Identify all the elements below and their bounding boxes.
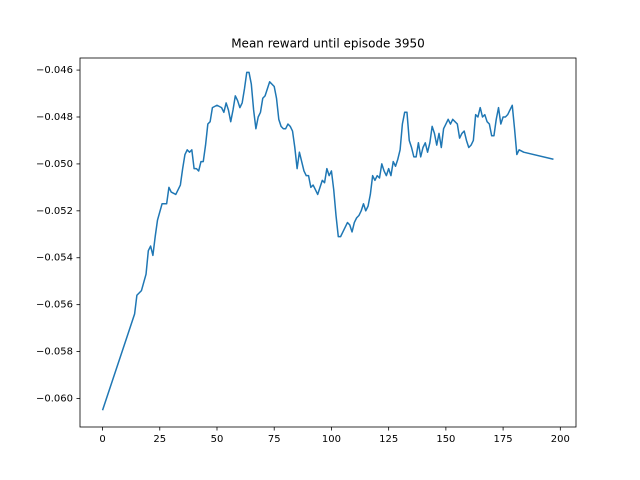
chart-title: Mean reward until episode 3950: [231, 37, 425, 51]
x-tick-label: 100: [322, 434, 341, 445]
x-tick-label: 200: [551, 434, 570, 445]
y-tick-label: −0.052: [36, 206, 73, 217]
x-tick-label: 25: [153, 434, 166, 445]
y-tick-label: −0.060: [36, 393, 73, 404]
y-tick-label: −0.050: [36, 159, 73, 170]
x-tick-label: 75: [268, 434, 281, 445]
x-tick-label: 0: [99, 434, 105, 445]
y-tick-label: −0.056: [36, 300, 73, 311]
x-tick-label: 125: [379, 434, 398, 445]
x-tick-label: 150: [436, 434, 455, 445]
y-tick-label: −0.058: [36, 347, 73, 358]
y-tick-label: −0.046: [36, 65, 73, 76]
x-tick-label: 175: [494, 434, 513, 445]
plot-frame: [79, 57, 577, 428]
data-line: [101, 71, 554, 411]
y-tick-label: −0.054: [36, 253, 73, 264]
y-tick-label: −0.048: [36, 112, 73, 123]
x-tick-label: 50: [211, 434, 224, 445]
